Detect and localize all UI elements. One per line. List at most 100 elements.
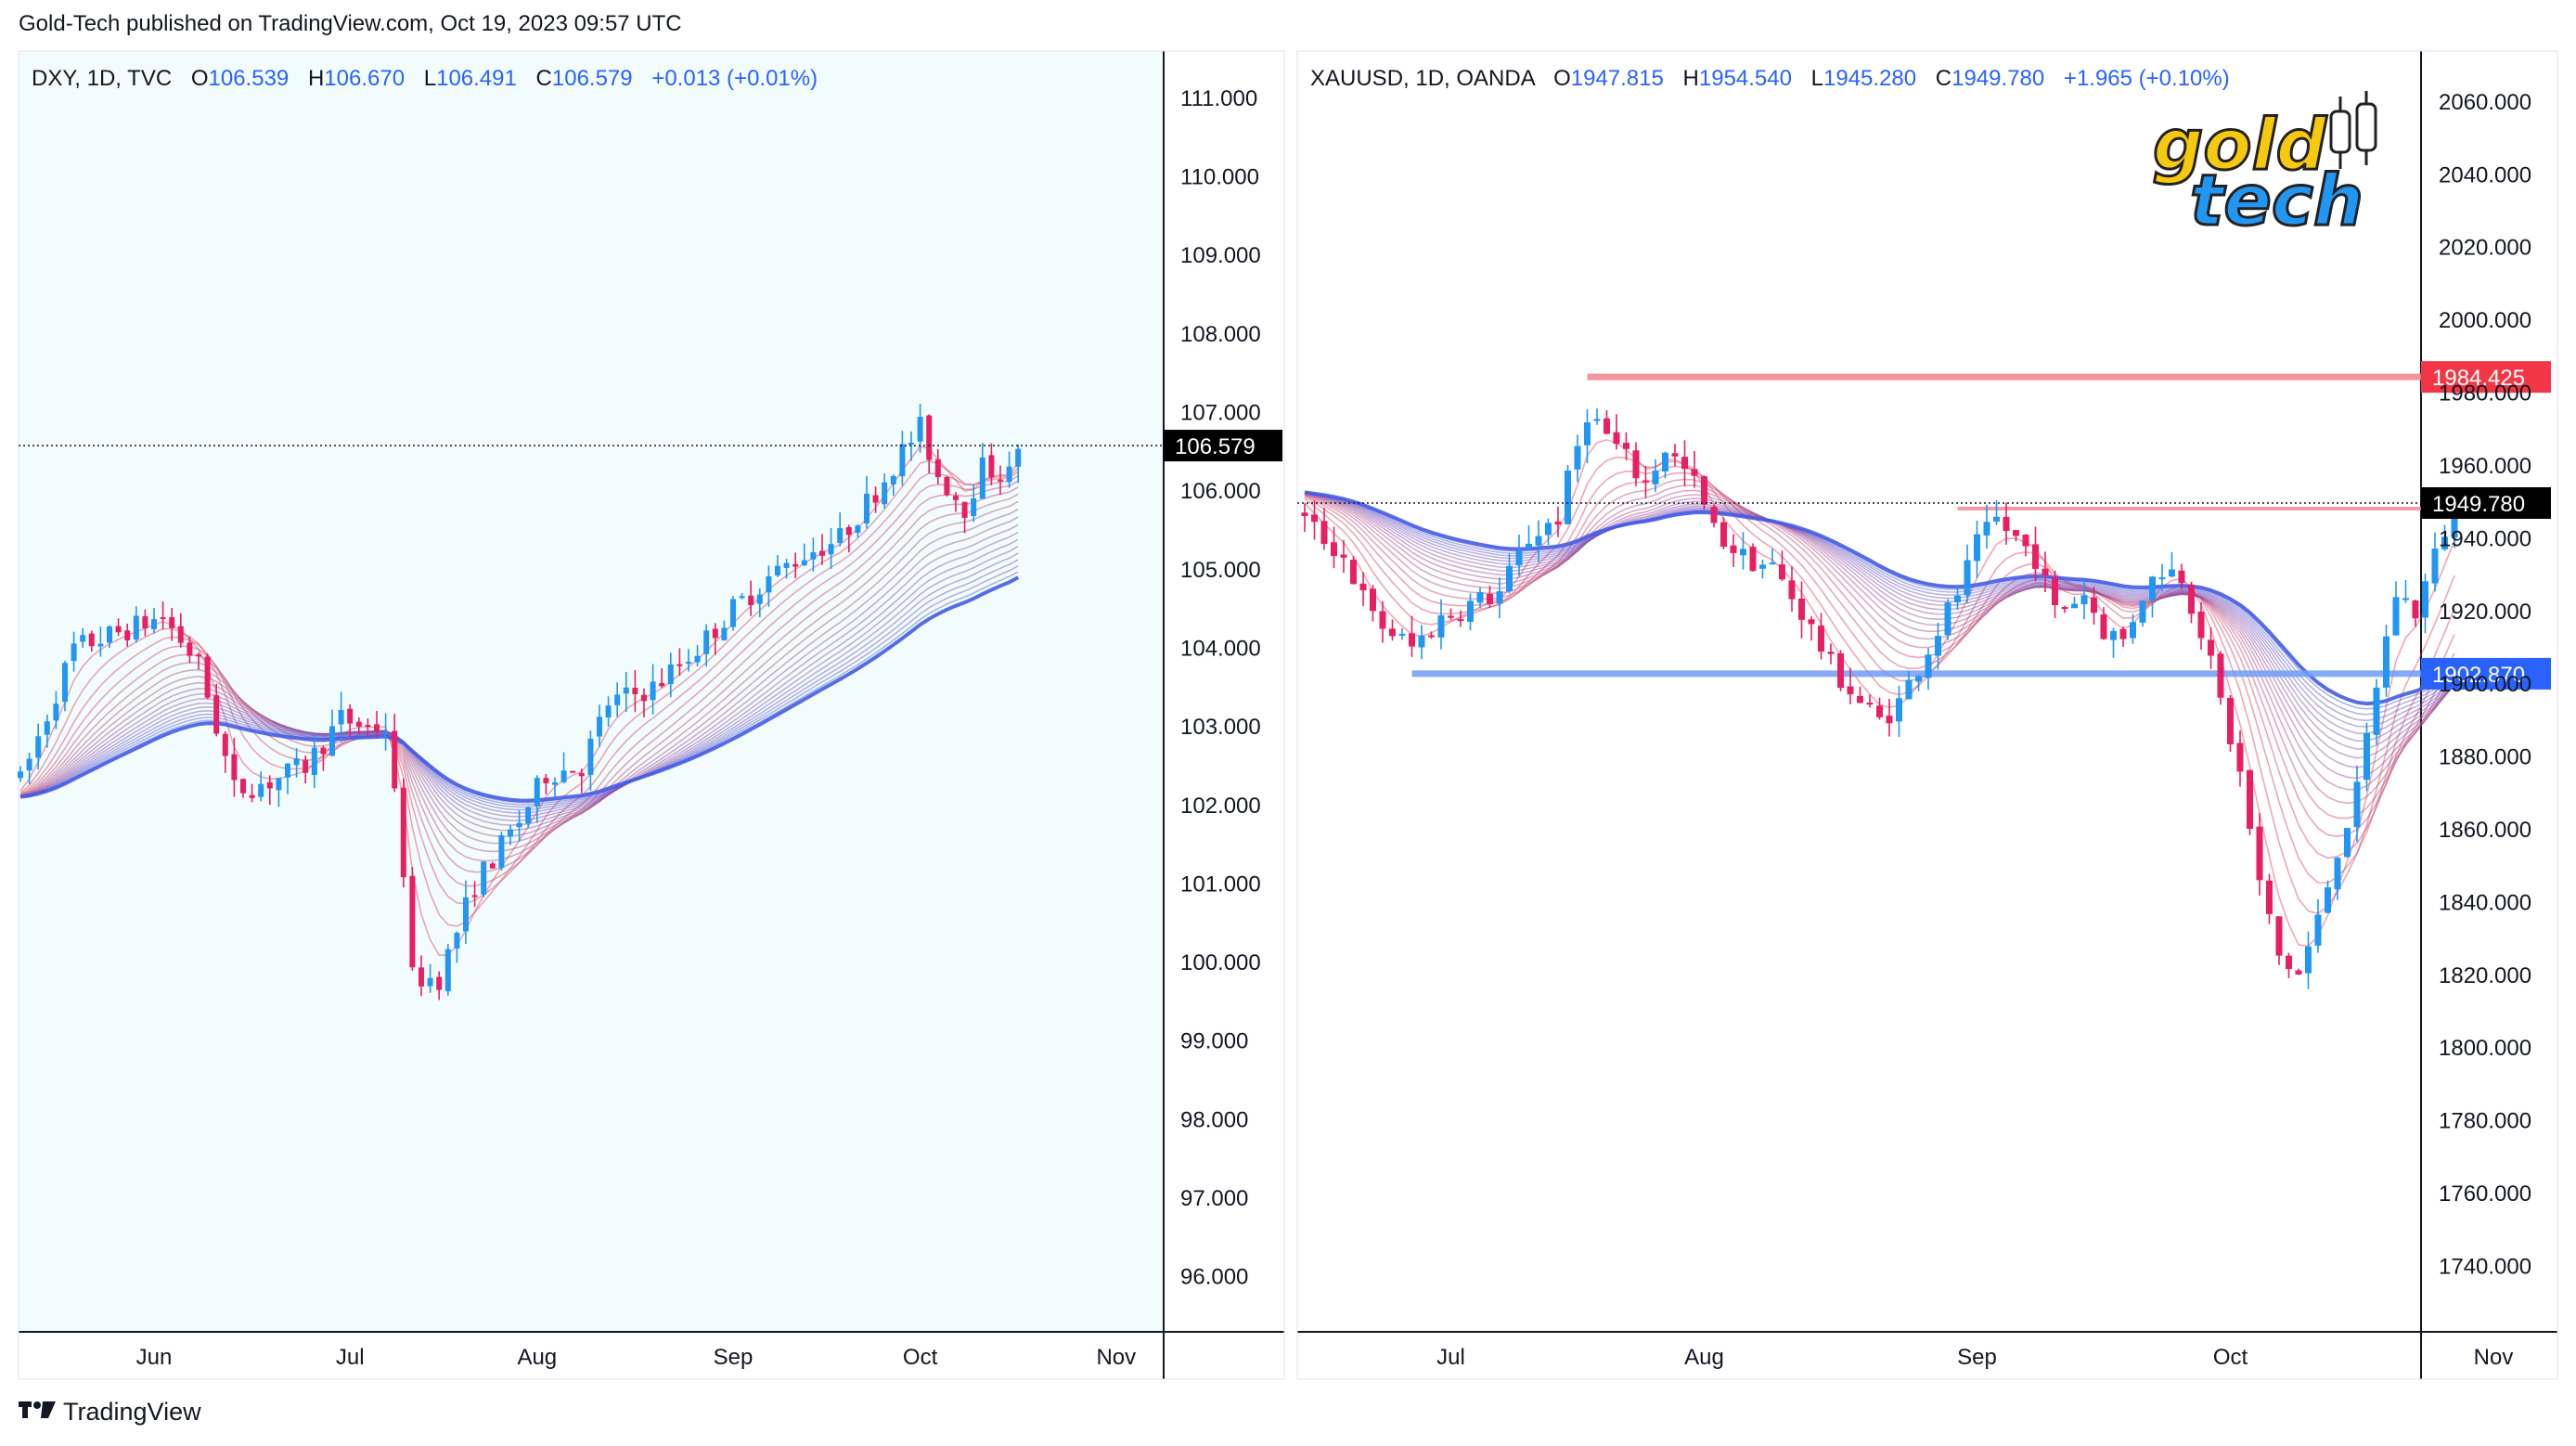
candle-body <box>810 552 817 560</box>
candle-body <box>1788 580 1796 600</box>
candle-body <box>703 630 710 654</box>
ma-ribbon-line <box>19 475 1019 887</box>
xau-levels[interactable]: 1984.425 1902.870 <box>1411 361 2552 690</box>
candle-body <box>2032 544 2039 569</box>
xau-panel-border <box>1296 50 2558 1380</box>
price-tick-label: 109.000 <box>1180 243 1261 268</box>
candle-body <box>721 627 728 640</box>
dxy-legend-symbol: DXY, 1D, TVC <box>32 66 172 91</box>
price-tick-label: 1820.000 <box>2439 963 2531 988</box>
candle-body <box>2169 569 2175 577</box>
candle-body <box>2422 581 2428 618</box>
xauusd-panel[interactable]: 1984.425 1902.870 2060.000 2040.000 2020.00… <box>1296 50 2558 1380</box>
candle-body <box>258 783 264 797</box>
last-price-tag <box>1164 430 1282 462</box>
candle-body <box>196 654 201 657</box>
candle-body <box>570 770 576 773</box>
candle-body <box>18 771 23 779</box>
candle-body <box>1662 452 1668 471</box>
ma-ribbon-line <box>19 565 1019 806</box>
candle-body <box>2363 732 2370 781</box>
candle-body <box>641 694 647 702</box>
candle-body <box>454 933 460 949</box>
candle-body <box>2041 568 2049 575</box>
candle-body <box>266 781 273 789</box>
candle-body <box>2305 946 2312 974</box>
dxy-panel[interactable]: 111.000 110.000 109.000 108.000 107.000 106.0… <box>18 50 1285 1380</box>
candle-body <box>382 731 389 734</box>
ma-ribbon-line <box>1304 492 2455 768</box>
time-tick-label: Nov <box>1096 1345 1136 1370</box>
xau-legend-low-label: L <box>1811 66 1823 91</box>
candle-body <box>1944 602 1951 636</box>
price-tick-label: 110.000 <box>1180 164 1259 189</box>
candle-body <box>2217 653 2224 698</box>
candle-body <box>899 444 906 477</box>
candle-body <box>2431 549 2439 584</box>
candle-body <box>953 496 959 500</box>
candle-body <box>1311 514 1318 523</box>
candle-body <box>2139 600 2146 623</box>
candle-body <box>1642 480 1649 483</box>
candle-body <box>160 617 166 620</box>
candle-body <box>516 822 522 828</box>
candle-body <box>1954 595 1961 602</box>
candle-body <box>667 664 674 685</box>
ma-ribbon-line <box>1304 490 2456 706</box>
time-tick-label: Oct <box>903 1345 938 1370</box>
dxy-legend-low-label: L <box>424 66 436 91</box>
candle-body <box>1974 534 1980 562</box>
xau-legend-open: 1947.815 <box>1571 66 1664 91</box>
ma-ribbon-line <box>1304 456 2455 915</box>
price-tick-label: 107.000 <box>1180 400 1261 425</box>
candle-body <box>1320 521 1328 545</box>
candle-body <box>998 479 1003 482</box>
ma-ribbon-line <box>1304 489 2455 805</box>
last-price-label: 1949.780 <box>2432 492 2525 517</box>
candle-body <box>1798 598 1805 620</box>
candle-body <box>694 655 701 663</box>
candle-body <box>1574 445 1581 470</box>
candle-body <box>1886 716 1893 724</box>
candle-body <box>419 967 424 987</box>
candle-body <box>560 770 567 782</box>
candle-body <box>1418 635 1425 648</box>
candle-body <box>2188 584 2195 614</box>
candle-body <box>249 794 255 798</box>
candle-body <box>534 778 540 807</box>
candle-body <box>2402 598 2409 600</box>
dxy-price-axis: 111.000 110.000 109.000 108.000 107.000 106.0… <box>1180 86 1261 1290</box>
xau-legend-close: 1949.780 <box>1951 66 2044 91</box>
candle-body <box>2441 536 2448 549</box>
last-price-tag <box>2421 486 2551 519</box>
tradingview-footer[interactable]: TradingView <box>19 1398 201 1427</box>
dxy-legend: DXY, 1D, TVC O106.539 H106.670 L106.491 … <box>32 66 818 91</box>
candle-body <box>133 615 139 640</box>
candle-body <box>1370 588 1376 612</box>
candle-body <box>1964 560 1971 596</box>
price-tick-label: 98.000 <box>1180 1107 1248 1132</box>
candle-body <box>1350 560 1357 585</box>
price-tick-label: 1860.000 <box>2439 818 2531 843</box>
candle-body <box>2334 858 2341 890</box>
candle-body <box>2266 880 2273 914</box>
candle-body <box>837 528 844 544</box>
price-tick-label: 1900.000 <box>2439 672 2531 697</box>
candle-body <box>1457 619 1464 622</box>
ma-ribbon-line <box>1304 492 2455 780</box>
candle-body <box>1837 652 1844 689</box>
price-tick-label: 2040.000 <box>2439 162 2531 187</box>
ma-ribbon-line <box>19 480 1019 873</box>
candle-body <box>926 415 933 460</box>
candle-body <box>2314 914 2322 946</box>
candle-body <box>1808 619 1815 625</box>
candle-body <box>1779 564 1785 580</box>
logo-line1: gold <box>2153 103 2328 186</box>
candle-body <box>872 495 879 503</box>
candle-body <box>525 807 532 824</box>
last-price-label: 106.579 <box>1175 434 1256 459</box>
candle-body <box>374 724 380 731</box>
price-tick-label: 99.000 <box>1180 1029 1248 1054</box>
price-tick-label: 2060.000 <box>2439 90 2531 115</box>
candle-body <box>934 458 941 478</box>
